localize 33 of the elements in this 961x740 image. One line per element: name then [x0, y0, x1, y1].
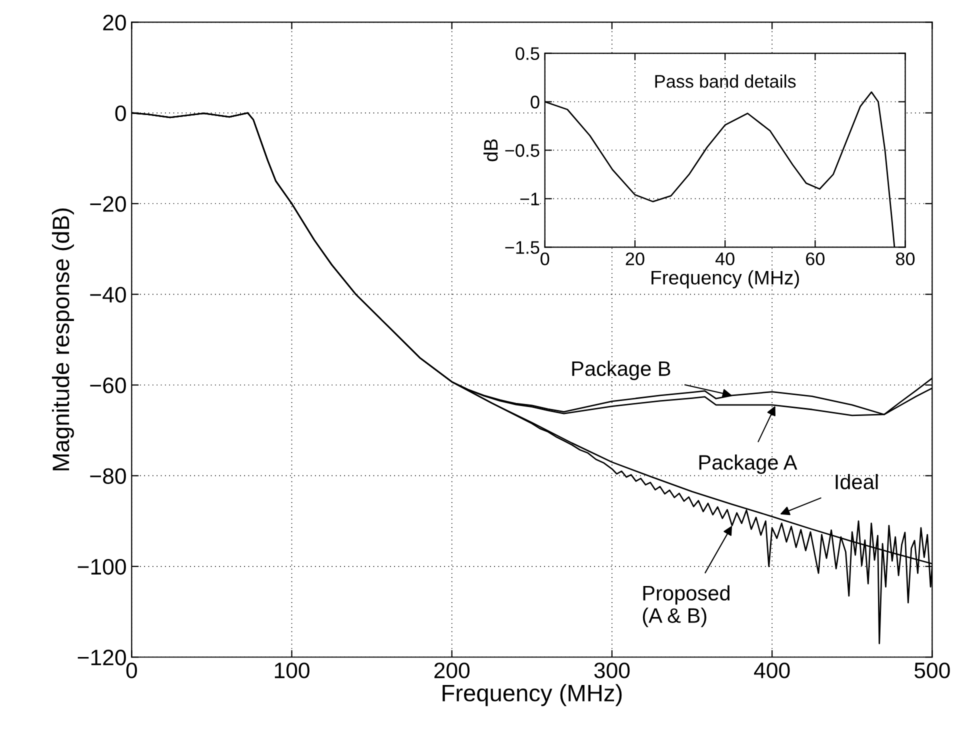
x-tick-label: 500 — [914, 662, 950, 678]
y-tick-label: −80 — [90, 468, 126, 484]
x-tick-label: 20 — [626, 252, 644, 266]
y-tick-label: −100 — [78, 558, 126, 575]
x-tick-label: 0 — [540, 252, 550, 266]
y-axis-title: Magnitude response (dB) — [52, 208, 74, 470]
y-tick-label: −0.5 — [505, 144, 540, 157]
y-tick-label: −1.5 — [505, 241, 540, 254]
annotation: Package B — [572, 360, 670, 380]
annotation: Ideal — [836, 474, 878, 490]
x-tick-label: 60 — [806, 252, 825, 266]
y-tick-label: −40 — [90, 286, 126, 303]
y-tick-label: −120 — [78, 650, 126, 666]
x-axis-title: Frequency (MHz) — [442, 684, 622, 706]
x-tick-label: 80 — [896, 252, 915, 266]
x-tick-label: 400 — [754, 662, 790, 678]
y-tick-label: 0 — [530, 96, 540, 108]
x-tick-label: 100 — [274, 662, 310, 678]
y-tick-label: 0 — [115, 105, 126, 122]
y-tick-label: −20 — [90, 196, 126, 212]
y-tick-label: 0.5 — [516, 47, 540, 60]
y-tick-label: −60 — [90, 378, 126, 394]
x-axis-title: Frequency (MHz) — [652, 270, 799, 288]
x-tick-label: 40 — [715, 252, 734, 266]
text: Pass band details — [655, 74, 796, 88]
y-tick-label: 20 — [103, 14, 126, 30]
y-tick-label: −1 — [520, 192, 540, 206]
x-tick-label: 300 — [594, 662, 630, 678]
y-axis-title: dB — [483, 139, 498, 162]
x-tick-label: 200 — [434, 662, 470, 678]
x-tick-label: 0 — [126, 662, 137, 678]
annotation: Package A — [699, 454, 798, 474]
annotation: Proposed (A & B) — [642, 585, 730, 628]
